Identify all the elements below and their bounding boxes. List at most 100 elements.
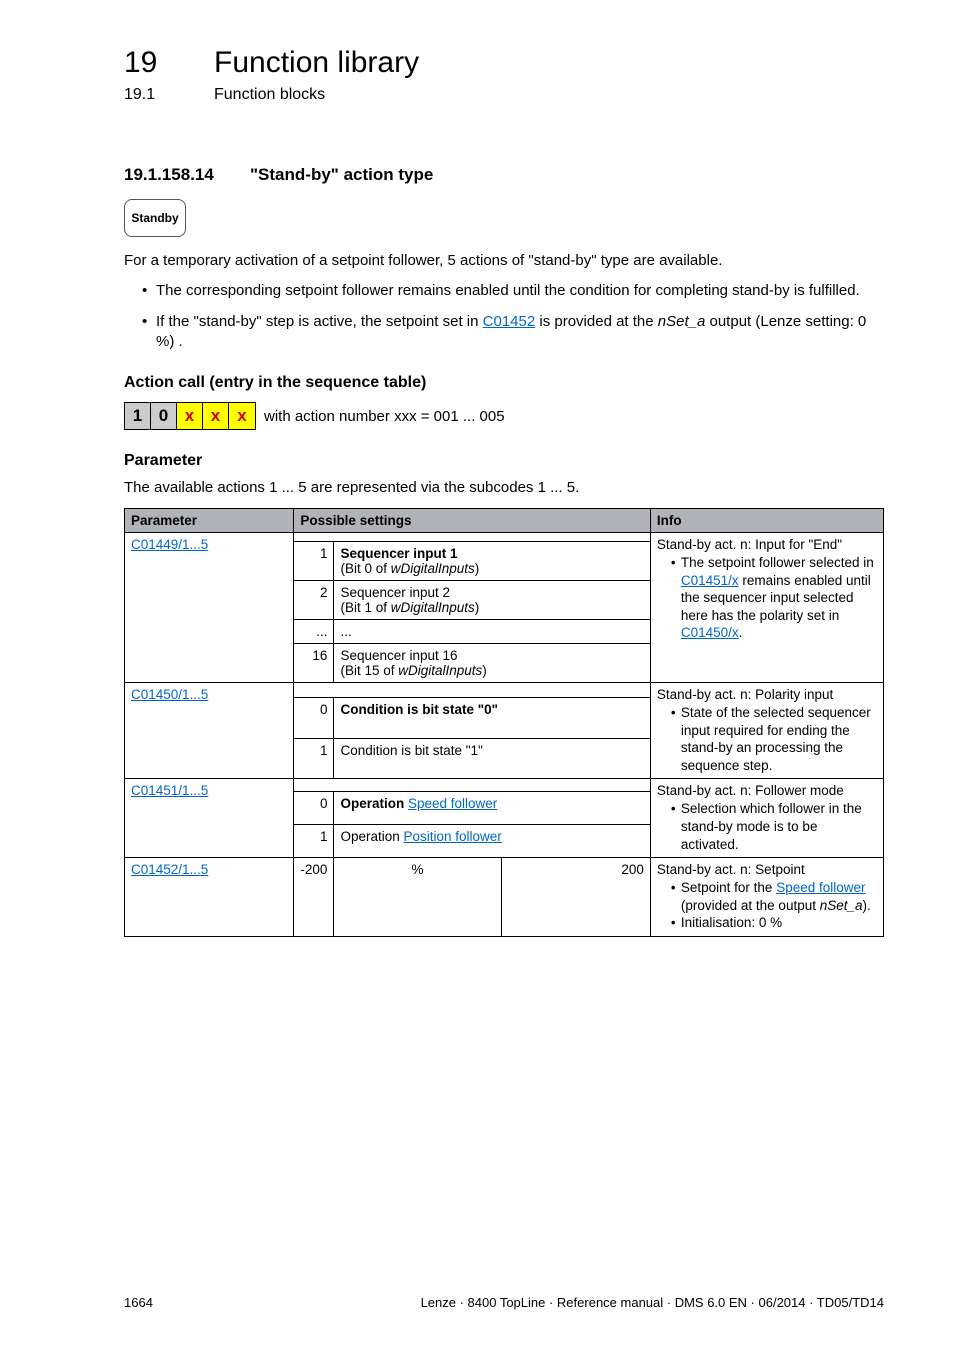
section-title: "Stand-by" action type [250, 165, 433, 184]
italic-text: wDigitalInputs [391, 600, 475, 615]
idx-cell: 1 [294, 824, 334, 857]
text: (Bit 0 of [340, 561, 390, 576]
setting-cell: ... [334, 620, 650, 644]
dashed-rule: _ _ _ _ _ _ _ _ _ _ _ _ _ _ _ _ _ _ _ _ … [124, 130, 884, 131]
text: ) [475, 600, 480, 615]
idx-cell: 16 [294, 644, 334, 683]
page-footer: 1664 Lenze · 8400 TopLine · Reference ma… [124, 1295, 884, 1310]
intro-paragraph: For a temporary activation of a setpoint… [124, 251, 884, 271]
action-cell: x [177, 403, 203, 429]
text: (Bit 15 of [340, 663, 398, 678]
info-bullet: State of the selected sequencer input re… [671, 704, 877, 774]
info-head: Stand-by act. n: Setpoint [657, 862, 805, 877]
footer-right: Lenze · 8400 TopLine · Reference manual … [421, 1295, 884, 1310]
italic-text: wDigitalInputs [391, 561, 475, 576]
idx-cell: 1 [294, 738, 334, 779]
info-bullet: The setpoint follower selected in C01451… [671, 554, 877, 642]
text: Sequencer input 2 [340, 585, 450, 600]
action-note: with action number xxx = 001 ... 005 [264, 408, 505, 425]
unit-cell: % [334, 858, 501, 937]
link-position-follower[interactable]: Position follower [404, 829, 502, 844]
text: If the "stand-by" step is active, the se… [156, 313, 483, 330]
link-c01451[interactable]: C01451/1...5 [131, 783, 208, 798]
text: Operation [340, 829, 403, 844]
th-info: Info [650, 509, 883, 533]
link-speed-follower[interactable]: Speed follower [408, 796, 497, 811]
setting-cell: Condition is bit state "1" [334, 738, 650, 779]
chapter-title: Function library [214, 46, 419, 79]
text: The setpoint follower selected in [681, 555, 874, 570]
th-parameter: Parameter [125, 509, 294, 533]
idx-cell: 0 [294, 791, 334, 824]
info-head: Stand-by act. n: Follower mode [657, 783, 844, 798]
text: ) [475, 561, 480, 576]
link-speed-follower[interactable]: Speed follower [776, 880, 865, 895]
link-c01452[interactable]: C01452 [483, 313, 536, 330]
idx-cell: 0 [294, 698, 334, 739]
info-bullet: Initialisation: 0 % [671, 914, 877, 932]
action-cell: x [203, 403, 229, 429]
subchapter-number: 19.1 [124, 86, 214, 104]
action-cell: 1 [125, 403, 151, 429]
setting-cell: Operation Position follower [334, 824, 650, 857]
text: . [739, 625, 743, 640]
info-bullet: Selection which follower in the stand-by… [671, 800, 877, 853]
bold-text: Sequencer input 1 [340, 546, 457, 561]
subchapter-header: 19.1Function blocks [124, 80, 884, 104]
info-head: Stand-by act. n: Polarity input [657, 687, 833, 702]
italic-text: nSet_a [658, 313, 706, 330]
setting-cell: Sequencer input 2 (Bit 1 of wDigitalInpu… [334, 581, 650, 620]
link-c01449[interactable]: C01449/1...5 [131, 537, 208, 552]
chapter-header: 19Function library [124, 46, 884, 80]
parameter-heading: Parameter [124, 452, 884, 470]
info-bullet: Setpoint for the Speed follower (provide… [671, 879, 877, 914]
bold-text: Condition is bit state "0" [340, 702, 498, 717]
parameter-table: Parameter Possible settings Info C01449/… [124, 508, 884, 936]
text: ) [482, 663, 487, 678]
page-number: 1664 [124, 1295, 153, 1310]
standby-box: Standby [124, 199, 186, 237]
link-c01450x[interactable]: C01450/x [681, 625, 739, 640]
text: ). [863, 898, 871, 913]
bullet-item: If the "stand-by" step is active, the se… [142, 312, 884, 353]
chapter-number: 19 [124, 46, 214, 80]
action-call-heading: Action call (entry in the sequence table… [124, 374, 884, 392]
text: is provided at the [535, 313, 658, 330]
idx-cell: ... [294, 620, 334, 644]
action-cells: 1 0 x x x [124, 402, 256, 430]
action-cell: x [229, 403, 255, 429]
text: Setpoint for the [681, 880, 776, 895]
idx-cell: 1 [294, 542, 334, 581]
max-cell: 200 [501, 858, 650, 937]
setting-cell: Sequencer input 16 (Bit 15 of wDigitalIn… [334, 644, 650, 683]
parameter-lead: The available actions 1 ... 5 are repres… [124, 478, 884, 498]
table-row: C01450/1...5 Stand-by act. n: Polarity i… [125, 683, 884, 698]
link-c01450[interactable]: C01450/1...5 [131, 687, 208, 702]
table-header-row: Parameter Possible settings Info [125, 509, 884, 533]
setting-cell: Operation Speed follower [334, 791, 650, 824]
table-row: C01452/1...5 -200 % 200 Stand-by act. n:… [125, 858, 884, 937]
setting-cell: Sequencer input 1 (Bit 0 of wDigitalInpu… [334, 542, 650, 581]
setting-cell: Condition is bit state "0" [334, 698, 650, 739]
section-heading: 19.1.158.14"Stand-by" action type [124, 165, 884, 185]
link-c01451x[interactable]: C01451/x [681, 573, 739, 588]
action-cell: 0 [151, 403, 177, 429]
action-call-row: 1 0 x x x with action number xxx = 001 .… [124, 402, 884, 430]
info-head: Stand-by act. n: Input for "End" [657, 537, 842, 552]
idx-cell: 2 [294, 581, 334, 620]
text: Sequencer input 16 [340, 648, 457, 663]
table-row: C01449/1...5 Stand-by act. n: Input for … [125, 533, 884, 542]
bullet-item: The corresponding setpoint follower rema… [142, 281, 884, 301]
text: (provided at the output [681, 898, 820, 913]
italic-text: nSet_a [820, 898, 863, 913]
th-settings: Possible settings [294, 509, 650, 533]
text: Operation [340, 796, 408, 811]
intro-bullets: The corresponding setpoint follower rema… [124, 281, 884, 352]
min-cell: -200 [294, 858, 334, 937]
italic-text: wDigitalInputs [398, 663, 482, 678]
link-c01452-row[interactable]: C01452/1...5 [131, 862, 208, 877]
section-number: 19.1.158.14 [124, 165, 250, 185]
text: (Bit 1 of [340, 600, 390, 615]
table-row: C01451/1...5 Stand-by act. n: Follower m… [125, 779, 884, 791]
subchapter-title: Function blocks [214, 86, 325, 103]
